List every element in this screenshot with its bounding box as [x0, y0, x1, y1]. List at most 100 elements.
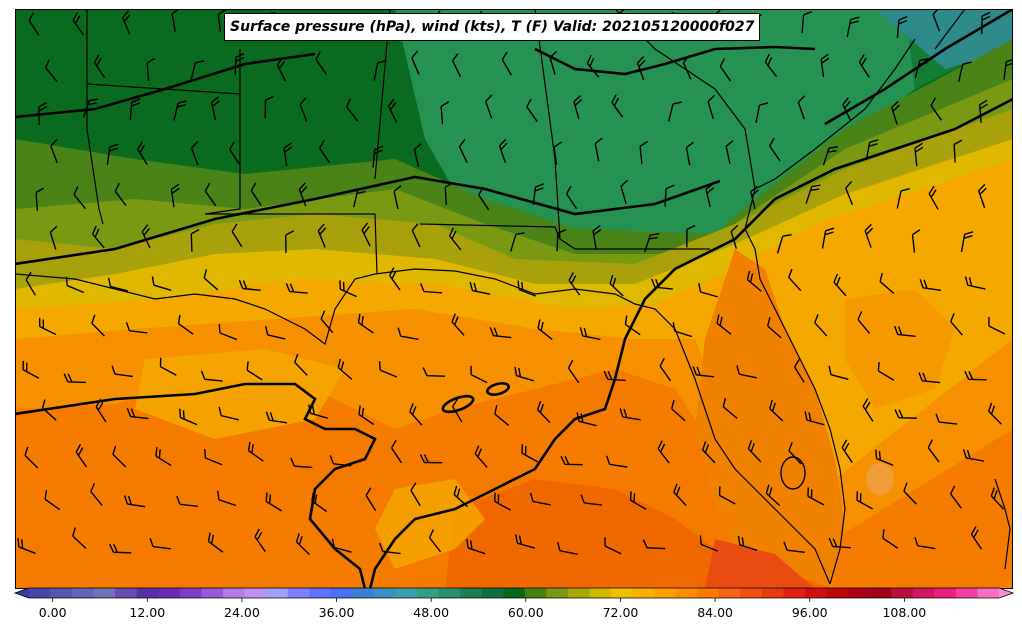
wind-barb-stroke: [764, 53, 778, 77]
wind-barb-stroke: [567, 359, 580, 384]
wind-barb-stroke: [864, 223, 874, 248]
wind-barb-stroke: [964, 276, 986, 290]
colorbar-cell: [891, 588, 914, 598]
wind-barb-stroke: [624, 315, 641, 336]
wind-barb-stroke: [146, 57, 156, 82]
wind-barb: [865, 139, 879, 161]
wind-barb: [978, 99, 988, 123]
wind-barb: [821, 227, 835, 249]
colorbar-cell: [869, 588, 892, 598]
wind-barb: [210, 96, 220, 121]
wind-barb-stroke: [579, 327, 601, 341]
wind-barb: [320, 310, 334, 334]
wind-barb-stroke: [962, 449, 984, 462]
wind-barb-stroke: [179, 408, 198, 426]
wind-barb: [498, 138, 508, 164]
wind-barb-stroke: [44, 490, 61, 511]
colorbar-cell: [524, 588, 547, 598]
colorbar-cell: [438, 588, 461, 598]
wind-barb-stroke: [620, 179, 629, 204]
wind-barb: [265, 411, 288, 424]
wind-barb: [265, 492, 282, 512]
wind-barb: [234, 52, 245, 76]
wind-barb-stroke: [514, 366, 535, 382]
map-title: Surface pressure (hPa), wind (kts), T (F…: [224, 13, 761, 41]
wind-barb-stroke: [265, 492, 282, 512]
wind-barb-stroke: [218, 324, 238, 341]
wind-barb-stroke: [290, 457, 313, 469]
wind-barb-stroke: [606, 455, 628, 468]
isobar-5: [368, 97, 1013, 589]
colorbar-cell: [460, 588, 483, 598]
wind-barb-stroke: [565, 185, 578, 210]
wind-barb-stroke: [746, 270, 762, 292]
wind-barb: [619, 408, 641, 421]
wind-barb-stroke: [701, 441, 716, 464]
wind-barb-stroke: [537, 319, 553, 340]
wind-barb-stroke: [65, 276, 85, 294]
wind-barb-stroke: [45, 59, 58, 83]
wind-barb-stroke: [470, 365, 488, 384]
colorbar-cell: [136, 588, 159, 598]
wind-barb-stroke: [556, 229, 567, 252]
temp-band-green-mid: [15, 9, 1013, 259]
wind-barb-stroke: [204, 182, 217, 207]
wind-barb: [453, 485, 469, 508]
wind-barb: [565, 185, 578, 210]
wind-barb: [776, 233, 792, 254]
wind-barb-stroke: [155, 447, 172, 467]
wind-barb-stroke: [308, 404, 328, 419]
wind-barb: [576, 412, 597, 427]
wind-barb-stroke: [411, 223, 421, 248]
wind-barb: [391, 439, 403, 464]
wind-barb: [217, 490, 237, 507]
wind-barb-stroke: [451, 53, 462, 78]
wind-barb: [805, 184, 821, 204]
wind-barb: [928, 185, 939, 210]
wind-barb: [190, 140, 199, 166]
wind-barb: [536, 400, 551, 424]
wind-barb-stroke: [769, 399, 784, 422]
colorbar-cell: [93, 588, 116, 598]
wind-barb-stroke: [391, 439, 403, 464]
temp-band-teal: [875, 9, 1013, 69]
wind-barb-stroke: [841, 439, 853, 463]
wind-barb-stroke: [295, 533, 310, 555]
wind-barb-stroke: [361, 222, 371, 247]
wind-barb-stroke: [964, 370, 987, 381]
wind-barb-stroke: [159, 357, 177, 376]
wind-barb: [358, 405, 375, 426]
colorbar-outline: [13, 587, 1015, 599]
wind-barb-stroke: [393, 185, 402, 210]
wind-barb-stroke: [953, 139, 963, 163]
wind-barb-stroke: [903, 482, 917, 505]
wind-barb: [737, 535, 758, 552]
wind-barb: [750, 185, 759, 210]
wind-barb: [957, 61, 972, 82]
colorbar-cell: [309, 588, 332, 598]
wind-barb: [44, 490, 61, 511]
wind-barb: [701, 441, 716, 464]
wind-barb-stroke: [75, 443, 88, 468]
wind-barb-stroke: [957, 61, 972, 82]
wind-barb: [38, 102, 48, 125]
wind-barb-stroke: [536, 400, 551, 424]
wind-barb-stroke: [719, 58, 732, 82]
wind-barb: [125, 322, 148, 334]
wind-barb: [769, 137, 781, 162]
wind-barb-stroke: [294, 353, 308, 376]
wind-barb-stroke: [93, 54, 106, 78]
wind-barb: [846, 16, 860, 38]
wind-barb-stroke: [234, 52, 245, 76]
wind-barb: [877, 361, 895, 381]
wind-barb-stroke: [783, 541, 805, 553]
wind-barb: [807, 487, 825, 506]
wind-barb-stroke: [109, 543, 132, 554]
temp-band-gulf-light-2: [375, 479, 485, 569]
wind-barb: [372, 145, 384, 168]
colorbar-tick-label: 12.00: [129, 605, 165, 620]
wind-barb-stroke: [373, 59, 387, 81]
wind-barb: [440, 101, 450, 125]
wind-barb-stroke: [804, 411, 825, 426]
wind-barb-stroke: [930, 97, 942, 121]
